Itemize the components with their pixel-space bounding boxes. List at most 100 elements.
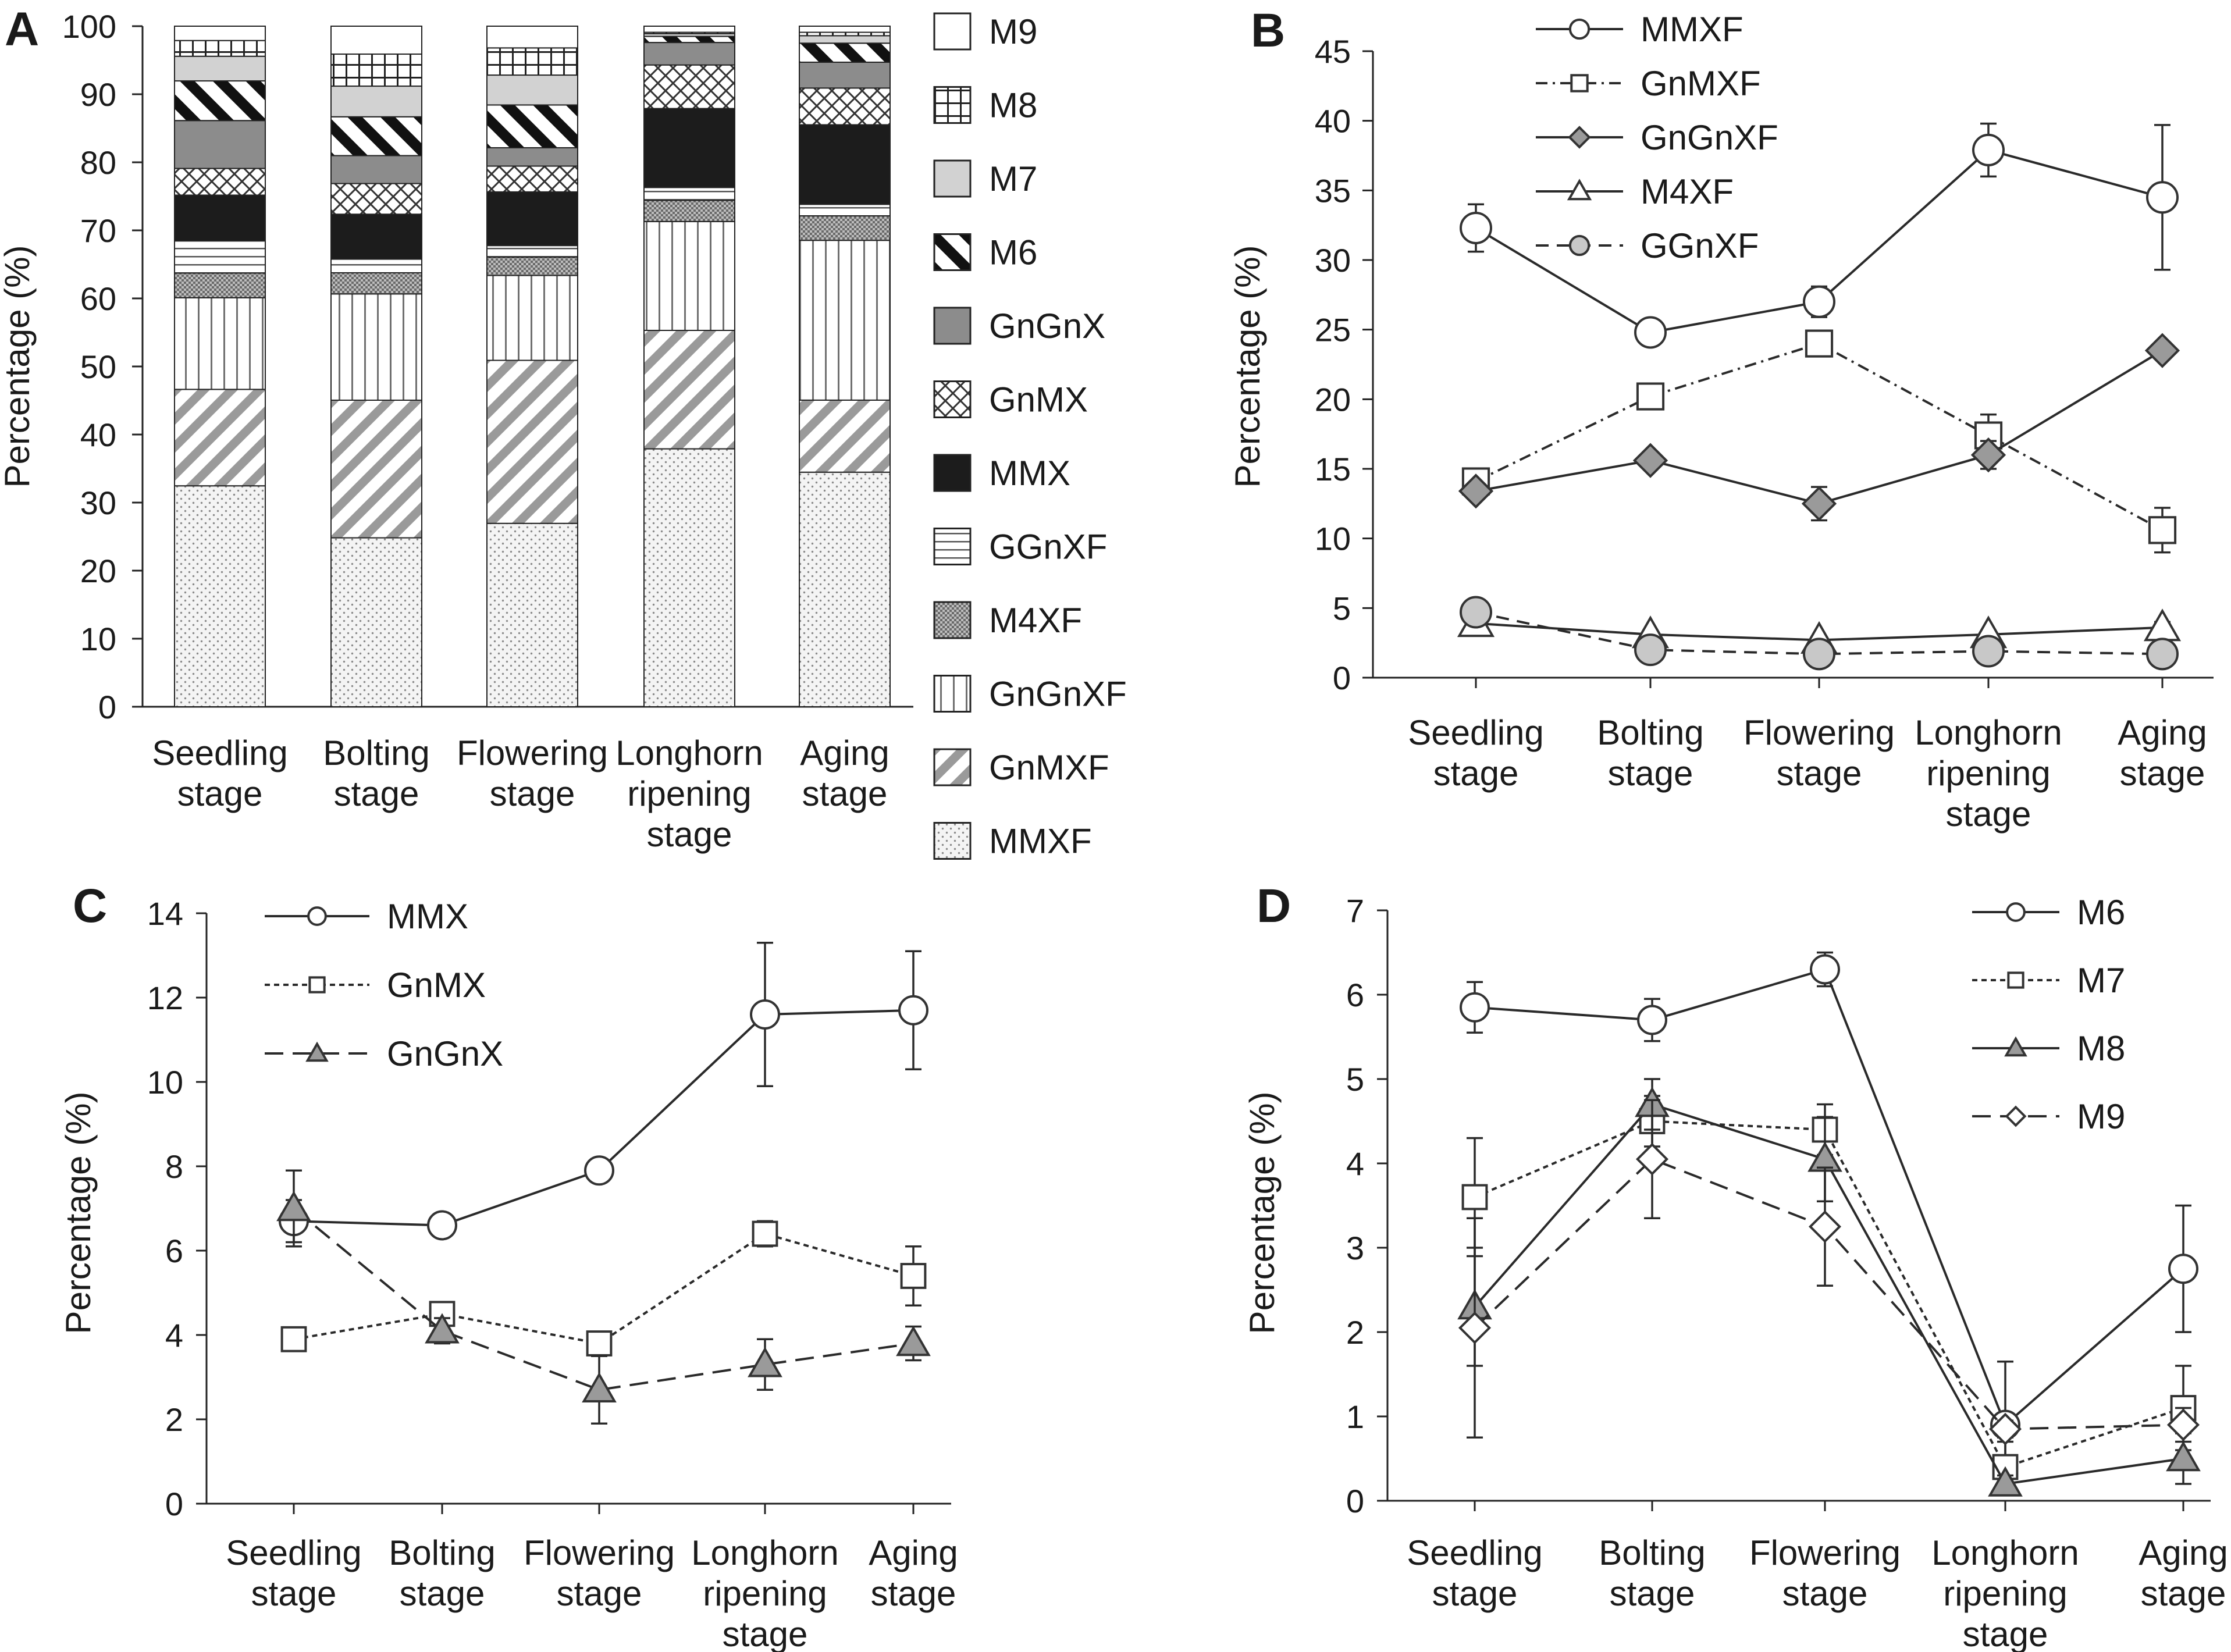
series-line-gngnx [293, 1207, 914, 1391]
data-point-mmx [584, 1155, 614, 1186]
panel-a-y-tick-label: 80 [80, 144, 116, 181]
panel-b-y-tick-label: 40 [1315, 103, 1351, 140]
bar-segment-ggnxf-longhorn-ripening-stage [643, 187, 735, 201]
panel-c-x-category-label: stage [251, 1574, 337, 1613]
panel-a-x-category-label: stage [177, 774, 263, 813]
panel-d-x-category-label: stage [1610, 1574, 1695, 1613]
legend-label-m6: M6 [2077, 893, 2125, 932]
bar-segment-m7-flowering-stage [486, 74, 578, 106]
legend-label-gngnxf: GnGnXF [989, 675, 1127, 714]
data-point-ggnxf [1460, 596, 1492, 629]
panel-b-y-tick-label: 25 [1315, 312, 1351, 348]
bar-segment-mmx-seedling-stage [174, 194, 266, 242]
legend-marker-m8 [2004, 1036, 2027, 1057]
panel-d-y-tick-label: 6 [1346, 977, 1364, 1013]
data-point-gngnx [582, 1372, 617, 1403]
data-point-m9 [1988, 1412, 2022, 1446]
legend-label-ggnxf: GGnXF [989, 528, 1107, 567]
panel-c-x-category-label: Longhorn [691, 1533, 839, 1572]
panel-c-y-tick-label: 0 [165, 1486, 183, 1522]
panel-d-y-tick-label: 4 [1346, 1145, 1364, 1182]
data-point-mmxf [1972, 133, 2005, 166]
legend-swatch-gngnxf [933, 675, 972, 713]
bar-segment-gngnxf-flowering-stage [486, 275, 578, 361]
panel-a-x-category-label: Flowering [457, 734, 608, 772]
bar-segment-m7-aging-stage [799, 35, 891, 44]
panel-b-x-category-label: stage [2120, 754, 2205, 793]
panel-a-x-category-label: Seedling [152, 734, 288, 772]
panel-b-x-category-label: stage [1608, 754, 1693, 793]
data-point-mmxf [1460, 211, 1492, 244]
panel-d-x-category-label: stage [1432, 1574, 1518, 1613]
bar-segment-gngnx-longhorn-ripening-stage [643, 42, 735, 66]
bar-segment-ggnxf-flowering-stage [486, 245, 578, 258]
panel-b-y-axis-title: Percentage (%) [1228, 245, 1267, 488]
bar-segment-gngnxf-longhorn-ripening-stage [643, 220, 735, 331]
legend-label-gngnx: GnGnX [989, 307, 1105, 346]
data-point-mmxf [2146, 181, 2179, 214]
panel-b-y-tick-label: 45 [1315, 33, 1351, 70]
legend-marker-m9 [2005, 1105, 2027, 1127]
panel-d-y-tick-label: 3 [1346, 1230, 1364, 1266]
panel-c-x-category-label: stage [723, 1615, 808, 1652]
data-point-m7 [1461, 1184, 1488, 1210]
bar-segment-gnmxf-aging-stage [799, 399, 891, 473]
data-point-ggnxf [1972, 635, 2005, 668]
data-point-ggnxf [1803, 638, 1835, 671]
data-point-gngnx [748, 1347, 782, 1377]
panel-d-y-tick-label: 5 [1346, 1061, 1364, 1098]
bar-segment-m7-bolting-stage [330, 86, 422, 118]
panel-c-x-category-label: Aging [869, 1533, 958, 1572]
panel-b-y-tick-label: 0 [1333, 660, 1351, 696]
bar-segment-gngnxf-aging-stage [799, 240, 891, 401]
bar-segment-m4xf-seedling-stage [174, 272, 266, 298]
bar-segment-m9-aging-stage [799, 26, 891, 33]
panel-label-b: B [1251, 4, 1285, 57]
bar-segment-m9-seedling-stage [174, 26, 266, 41]
panel-a-y-tick-label: 50 [80, 348, 116, 385]
bar-segment-gnmx-bolting-stage [330, 183, 422, 215]
legend-label-gngnx: GnGnX [387, 1034, 503, 1073]
panel-b-x-category-label: Seedling [1408, 713, 1544, 752]
panel-a-x-category-label: ripening [627, 774, 752, 813]
panel-c-y-tick-label: 8 [165, 1148, 183, 1185]
data-point-mmxf [1634, 316, 1667, 349]
legend-marker-gngnx [305, 1041, 329, 1062]
panel-a-x-category-label: stage [802, 774, 888, 813]
data-point-gnmxf [1636, 382, 1665, 411]
legend-label-m8: M8 [989, 86, 1037, 125]
legend-swatch-m7 [933, 159, 972, 198]
data-point-gnmxf [1805, 329, 1834, 358]
panel-a-stacked-bar-chart: 0 10 20 30 40 50 60 70 80 90 100 Percentage (%) Seed… [0, 8, 1127, 861]
panel-d-x-category-label: Flowering [1749, 1533, 1901, 1572]
legend-marker-m6 [2006, 902, 2026, 922]
panel-c-y-tick-label: 2 [165, 1401, 183, 1438]
panel-b-x-category-label: ripening [1926, 754, 2051, 793]
bar-segment-m6-flowering-stage [486, 104, 578, 149]
panel-c-x-category-label: Bolting [389, 1533, 495, 1572]
panel-a-y-tick-label: 20 [80, 553, 116, 589]
data-point-m8 [2166, 1441, 2201, 1472]
panel-c-y-tick-label: 10 [147, 1064, 183, 1101]
data-point-gnmx [586, 1330, 613, 1357]
panel-c-x-category-label: stage [557, 1574, 642, 1613]
legend-label-m6: M6 [989, 233, 1037, 272]
panel-c-x-category-label: stage [400, 1574, 485, 1613]
legend-swatch-m4xf [933, 601, 972, 639]
data-point-mmx [427, 1210, 457, 1241]
bar-segment-gnmxf-longhorn-ripening-stage [643, 329, 735, 450]
legend-swatch-gnmx [933, 380, 972, 418]
data-point-gngnx [896, 1326, 931, 1357]
data-point-m4xf [2143, 608, 2182, 642]
bar-segment-gngnx-bolting-stage [330, 155, 422, 184]
panel-c-y-tick-label: 14 [147, 895, 183, 932]
legend-label-m4xf: M4XF [1641, 172, 1734, 211]
bar-segment-m8-seedling-stage [174, 40, 266, 57]
data-point-gnmxf [2148, 516, 2177, 544]
bar-segment-m8-flowering-stage [486, 47, 578, 76]
bar-segment-ggnxf-bolting-stage [330, 258, 422, 273]
legend-label-mmx: MMX [989, 454, 1070, 493]
panel-d-y-tick-label: 1 [1346, 1398, 1364, 1435]
